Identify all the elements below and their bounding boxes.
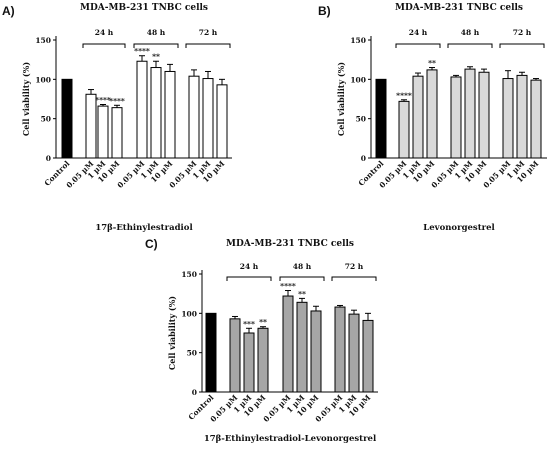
bar bbox=[136, 60, 148, 159]
y-tick-label: 50 bbox=[356, 115, 366, 124]
bar bbox=[450, 76, 462, 159]
y-tick-label: 100 bbox=[181, 309, 197, 318]
panel-letter-b: B) bbox=[318, 4, 331, 18]
group-label: 48 h bbox=[147, 28, 166, 37]
y-tick-label: 0 bbox=[361, 154, 366, 163]
group-label: 24 h bbox=[240, 262, 259, 271]
chart-panel-a: MDA-MB-231 TNBC cells 0 50 100 150 Cell viabi… bbox=[21, 3, 232, 233]
bar bbox=[243, 332, 255, 393]
bar bbox=[150, 67, 162, 159]
chart-title: MDA-MB-231 TNBC cells bbox=[395, 3, 523, 13]
x-axis-label: Levonorgestrel bbox=[423, 223, 495, 233]
bar bbox=[530, 79, 542, 159]
chart-title: MDA-MB-231 TNBC cells bbox=[80, 3, 208, 13]
bar bbox=[97, 105, 109, 159]
bar bbox=[111, 107, 123, 159]
bar bbox=[188, 75, 200, 159]
bar bbox=[348, 313, 360, 393]
bar bbox=[412, 75, 424, 159]
y-tick-label: 150 bbox=[350, 36, 366, 45]
significance-marker: *** bbox=[243, 319, 255, 328]
significance-marker: ** bbox=[152, 52, 160, 61]
group-bracket bbox=[499, 43, 545, 48]
significance-marker: **** bbox=[95, 96, 111, 105]
group-bracket bbox=[279, 276, 325, 281]
bar bbox=[375, 78, 387, 159]
bar bbox=[464, 68, 476, 159]
y-tick-label: 100 bbox=[350, 75, 366, 84]
group-bracket bbox=[395, 43, 441, 48]
bar bbox=[398, 100, 410, 159]
y-tick-label: 100 bbox=[35, 75, 51, 84]
panel-letter-c: C) bbox=[145, 237, 158, 251]
group-label: 24 h bbox=[95, 28, 114, 37]
group-label: 72 h bbox=[345, 262, 364, 271]
bar bbox=[516, 74, 528, 159]
y-tick-label: 50 bbox=[41, 115, 51, 124]
x-axis-label: 17β-Ethinylestradiol bbox=[95, 223, 193, 233]
bar bbox=[334, 306, 346, 393]
bar bbox=[229, 318, 241, 393]
group-label: 24 h bbox=[409, 28, 428, 37]
y-tick-label: 50 bbox=[187, 349, 197, 358]
group-label: 48 h bbox=[461, 28, 480, 37]
group-bracket bbox=[82, 43, 126, 48]
group-label: 48 h bbox=[293, 262, 312, 271]
bar bbox=[426, 69, 438, 159]
group-label: 72 h bbox=[199, 28, 218, 37]
y-tick-label: 150 bbox=[181, 270, 197, 279]
bar bbox=[61, 78, 73, 159]
y-tick-label: 0 bbox=[46, 154, 51, 163]
chart-panel-c: MDA-MB-231 TNBC cells 0 50 100 150 Cell viabi… bbox=[167, 239, 378, 444]
chart-panel-b: MDA-MB-231 TNBC cells 0 50 100 150 Cell viabi… bbox=[336, 3, 547, 233]
significance-marker: **** bbox=[396, 91, 412, 100]
y-tick-label: 150 bbox=[35, 36, 51, 45]
group-bracket bbox=[447, 43, 493, 48]
bar bbox=[296, 301, 308, 393]
group-label: 72 h bbox=[513, 28, 532, 37]
group-bracket bbox=[331, 276, 377, 281]
group-bracket bbox=[226, 276, 272, 281]
significance-marker: ** bbox=[259, 318, 267, 327]
significance-marker: ** bbox=[428, 59, 436, 68]
bar bbox=[164, 70, 176, 159]
group-bracket bbox=[133, 43, 179, 48]
bar bbox=[216, 84, 228, 159]
bar bbox=[202, 78, 214, 159]
bar bbox=[205, 312, 217, 393]
bar bbox=[257, 327, 269, 393]
bar bbox=[362, 319, 374, 393]
bar bbox=[478, 71, 490, 159]
group-bracket bbox=[185, 43, 231, 48]
y-tick-label: 0 bbox=[192, 388, 197, 397]
significance-marker: **** bbox=[109, 96, 125, 105]
significance-marker: **** bbox=[134, 47, 150, 56]
significance-marker: **** bbox=[280, 282, 296, 291]
panel-letter-a: A) bbox=[2, 4, 15, 18]
x-axis-label: 17β-Ethinylestradiol-Levonorgestrel bbox=[204, 434, 377, 444]
bar bbox=[282, 295, 294, 393]
y-axis-label: Cell viability (%) bbox=[336, 62, 346, 136]
significance-marker: ** bbox=[298, 289, 306, 298]
y-axis-label: Cell viability (%) bbox=[167, 296, 177, 370]
bar bbox=[310, 310, 322, 393]
chart-title: MDA-MB-231 TNBC cells bbox=[226, 239, 354, 249]
bar bbox=[502, 78, 514, 159]
y-axis-label: Cell viability (%) bbox=[21, 62, 31, 136]
